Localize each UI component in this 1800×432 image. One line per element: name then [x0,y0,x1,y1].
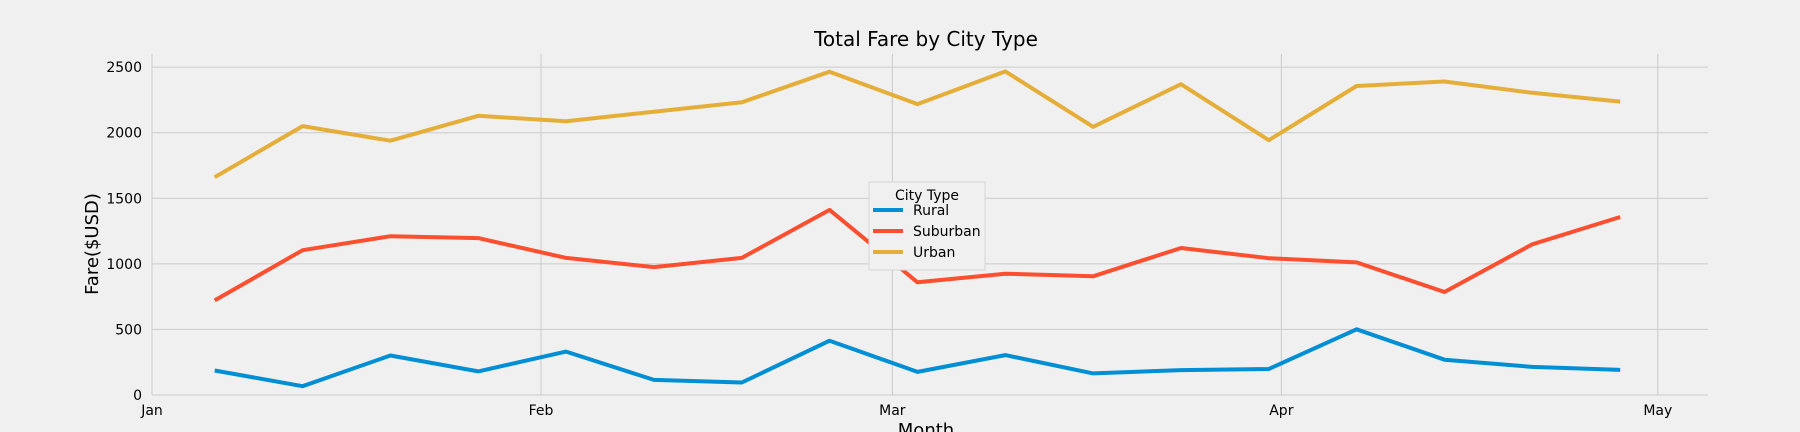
legend-label-suburban: Suburban [913,224,981,240]
x-tick-label: Jan [140,403,163,419]
legend-title: City Type [895,188,959,204]
y-tick-label: 1500 [106,191,142,207]
x-axis-label: Month [898,420,954,432]
y-tick-label: 0 [133,388,142,404]
y-axis-label: Fare($USD) [82,193,103,295]
y-tick-label: 1000 [106,257,142,273]
legend: City Type Rural Suburban Urban [868,181,986,271]
series-line-suburban [213,207,1621,303]
legend-label-rural: Rural [913,203,949,219]
y-tick-label: 2000 [106,126,142,142]
y-tick-label: 2500 [106,60,142,76]
series-line-rural [214,327,1621,389]
y-tick-label: 500 [115,322,142,338]
legend-label-urban: Urban [913,245,955,261]
series-lines [213,69,1621,389]
x-tick-label: Apr [1269,403,1293,419]
axes: 0 500 1000 1500 2000 2500 Jan Feb Mar Apr May [106,60,1672,419]
series-line-urban [213,69,1621,179]
x-tick-label: May [1643,403,1672,419]
x-tick-label: Feb [529,403,554,419]
legend-box [868,181,986,271]
x-tick-label: Mar [879,403,906,419]
chart-title: Total Fare by City Type [813,27,1038,51]
